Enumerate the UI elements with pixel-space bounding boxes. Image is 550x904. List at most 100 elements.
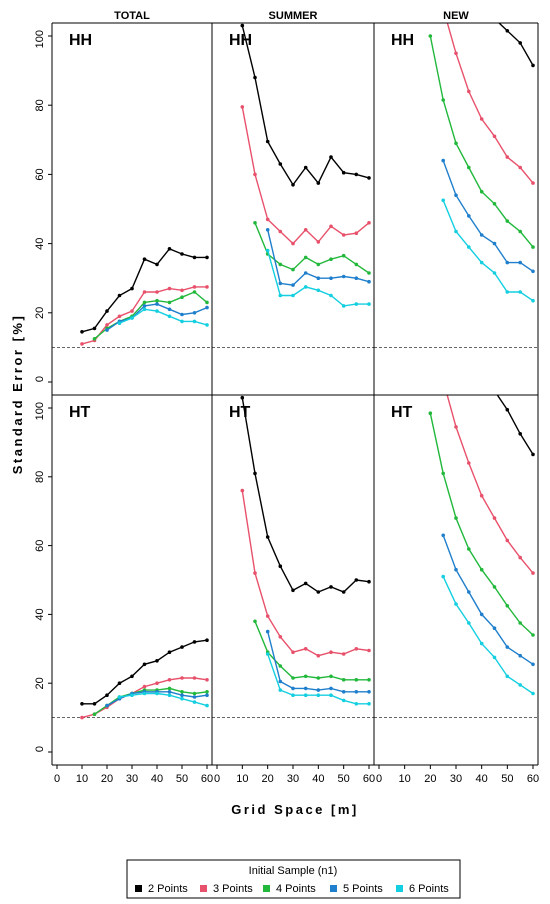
data-point bbox=[117, 293, 122, 298]
y-tick-label: 0 bbox=[34, 746, 46, 752]
data-point bbox=[253, 75, 257, 80]
data-point bbox=[278, 262, 283, 267]
data-point bbox=[341, 690, 346, 694]
series-line-3-points bbox=[241, 490, 370, 657]
data-point bbox=[492, 134, 497, 139]
data-point bbox=[316, 653, 321, 658]
data-point bbox=[454, 51, 458, 56]
data-point bbox=[142, 662, 147, 667]
data-point bbox=[192, 319, 197, 324]
data-point bbox=[180, 252, 184, 256]
data-point bbox=[278, 679, 283, 684]
data-point bbox=[167, 690, 172, 694]
data-point bbox=[105, 693, 109, 697]
data-point bbox=[155, 302, 159, 306]
x-tick-label: 0 bbox=[214, 773, 220, 785]
data-point bbox=[428, 411, 433, 416]
data-point bbox=[329, 257, 333, 262]
panel-hh-new: HH bbox=[374, 23, 538, 348]
data-point bbox=[205, 305, 209, 310]
data-point bbox=[167, 247, 172, 251]
series-group bbox=[80, 638, 209, 720]
data-point bbox=[278, 293, 283, 298]
series-line-6-points bbox=[442, 576, 534, 695]
data-point bbox=[92, 712, 97, 716]
data-point bbox=[505, 29, 510, 33]
data-point bbox=[341, 274, 346, 279]
data-point bbox=[205, 703, 209, 708]
y-tick-label: 20 bbox=[34, 677, 46, 689]
series-group bbox=[428, 23, 535, 303]
data-point bbox=[205, 255, 209, 260]
data-point bbox=[329, 276, 333, 281]
y-tick-label: 100 bbox=[34, 30, 46, 48]
legend-label: 5 Points bbox=[343, 883, 383, 895]
data-point bbox=[329, 693, 333, 697]
data-point bbox=[454, 516, 458, 520]
data-point bbox=[291, 283, 295, 287]
data-point bbox=[367, 221, 371, 225]
data-point bbox=[341, 253, 346, 258]
data-point bbox=[354, 262, 359, 267]
data-point bbox=[467, 165, 471, 170]
x-tick-label: 30 bbox=[287, 773, 299, 785]
column-title: NEW bbox=[443, 10, 469, 22]
series-group bbox=[240, 23, 371, 308]
data-point bbox=[117, 321, 122, 326]
data-point bbox=[240, 105, 245, 109]
series-line-6-points bbox=[442, 200, 534, 302]
data-point bbox=[130, 309, 134, 313]
x-tick-label: 40 bbox=[151, 773, 163, 785]
data-point bbox=[265, 217, 270, 222]
data-point bbox=[367, 648, 371, 653]
data-point bbox=[240, 395, 245, 400]
data-point bbox=[354, 231, 359, 235]
data-point bbox=[531, 298, 535, 303]
data-point bbox=[303, 285, 308, 289]
data-point bbox=[492, 655, 497, 660]
y-axis-title: Standard Error [%] bbox=[10, 314, 25, 475]
data-point bbox=[367, 702, 371, 706]
data-point bbox=[167, 686, 172, 691]
data-point bbox=[505, 407, 510, 412]
panel-row-label: HH bbox=[391, 32, 414, 49]
panel-row-label: HT bbox=[391, 404, 413, 421]
data-point bbox=[142, 307, 147, 312]
data-point bbox=[354, 302, 359, 306]
series-line-4-points bbox=[429, 413, 534, 636]
data-point bbox=[265, 629, 270, 634]
data-point bbox=[531, 452, 535, 457]
data-point bbox=[518, 683, 522, 687]
series-line-2-points bbox=[241, 25, 370, 187]
data-point bbox=[240, 488, 245, 493]
y-tick-label: 0 bbox=[34, 376, 46, 382]
data-point bbox=[167, 300, 172, 305]
data-point bbox=[155, 298, 159, 303]
data-point bbox=[518, 621, 522, 625]
series-group bbox=[428, 395, 535, 696]
data-point bbox=[155, 309, 159, 313]
data-point bbox=[329, 293, 333, 298]
data-point bbox=[367, 302, 371, 306]
data-point bbox=[505, 645, 510, 649]
data-point bbox=[354, 702, 359, 706]
x-tick-label: 50 bbox=[338, 773, 350, 785]
data-point bbox=[167, 286, 172, 291]
data-point bbox=[291, 588, 295, 593]
data-point bbox=[105, 703, 109, 708]
x-tick-label: 60 bbox=[201, 773, 213, 785]
data-point bbox=[492, 516, 497, 520]
data-point bbox=[142, 684, 147, 689]
x-tick-label: 60 bbox=[527, 773, 539, 785]
x-tick-label: 20 bbox=[424, 773, 436, 785]
series-line-4-points bbox=[94, 687, 208, 715]
data-point bbox=[531, 571, 535, 575]
data-point bbox=[278, 162, 283, 166]
data-point bbox=[467, 89, 471, 94]
data-point bbox=[278, 281, 283, 286]
data-point bbox=[441, 98, 446, 102]
data-point bbox=[454, 567, 458, 572]
data-point bbox=[329, 650, 333, 654]
data-point bbox=[454, 602, 458, 606]
data-point bbox=[142, 691, 147, 696]
